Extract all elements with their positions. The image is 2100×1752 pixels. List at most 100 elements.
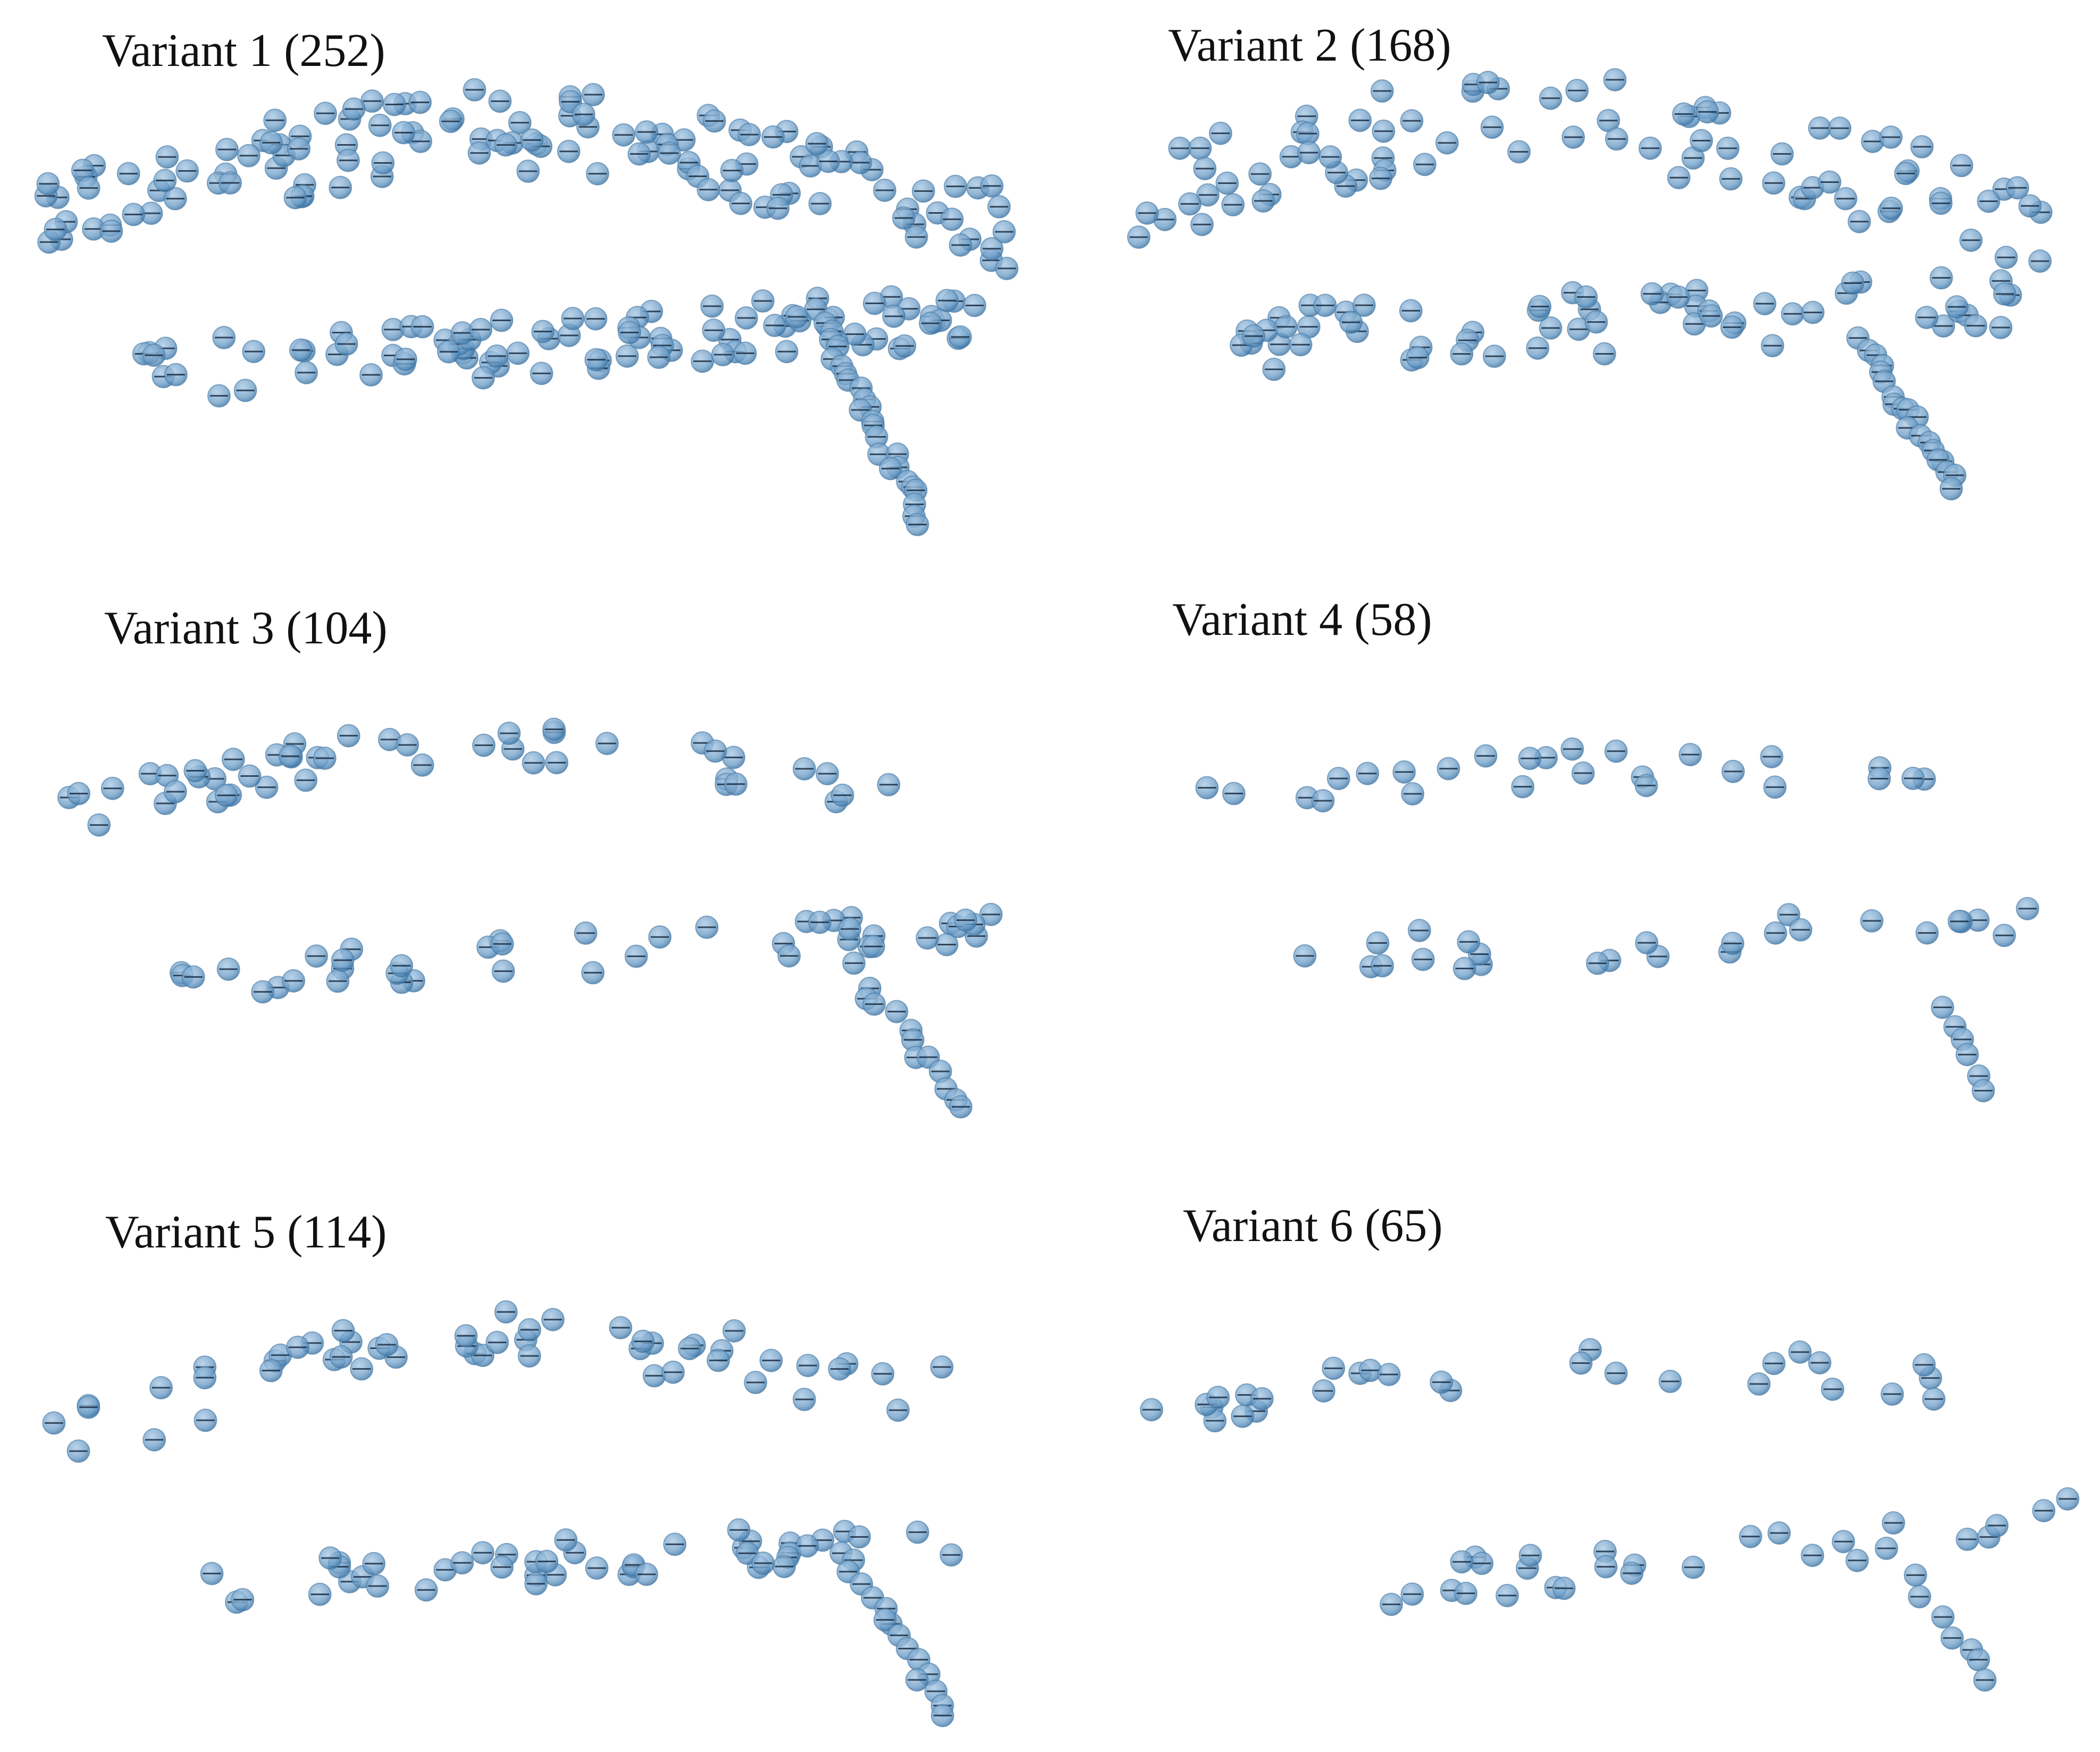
sphere-marker: [805, 132, 829, 156]
sphere-marker: [531, 320, 555, 343]
sphere-marker: [696, 178, 720, 202]
sphere-marker: [1939, 477, 1963, 501]
sphere-marker: [949, 1095, 973, 1119]
sphere-marker: [1358, 1359, 1382, 1382]
sphere-marker: [1377, 1362, 1401, 1386]
sphere-marker: [1770, 142, 1794, 166]
sphere-marker: [1352, 294, 1376, 317]
sphere-marker: [1861, 129, 1885, 153]
sphere-marker: [1901, 766, 1925, 790]
sphere-marker: [1672, 102, 1696, 126]
sphere-marker: [987, 195, 1011, 219]
sphere-marker: [1763, 775, 1787, 799]
sphere-marker: [842, 951, 866, 975]
sphere-marker: [871, 1362, 895, 1386]
sphere-marker: [711, 343, 735, 367]
sphere-marker: [469, 317, 493, 341]
sphere-marker: [1518, 747, 1542, 770]
sphere-marker: [163, 187, 187, 211]
sphere-marker: [439, 110, 463, 133]
variant-panel-3: Variant 3 (104): [0, 584, 1050, 1168]
sphere-marker: [979, 902, 1003, 926]
sphere-marker: [342, 97, 366, 121]
sphere-marker: [1552, 1577, 1576, 1600]
sphere-marker: [1430, 1370, 1454, 1394]
sphere-marker: [494, 1300, 518, 1324]
sphere-marker: [1903, 1563, 1927, 1587]
sphere-marker: [1955, 1528, 1979, 1552]
sphere-marker: [886, 1398, 910, 1422]
sphere-marker: [494, 133, 518, 157]
sphere-marker: [763, 314, 787, 338]
sphere-marker: [490, 932, 514, 956]
sphere-marker: [231, 1588, 255, 1612]
sphere-marker: [707, 1348, 730, 1372]
variant-panel-2: Variant 2 (168): [1050, 0, 2100, 584]
sphere-marker: [905, 1668, 929, 1692]
sphere-marker: [944, 174, 968, 198]
sphere-marker: [1690, 129, 1713, 153]
sphere-marker: [329, 1345, 353, 1369]
sphere-marker: [508, 111, 532, 135]
sphere-marker: [1400, 1582, 1424, 1606]
sphere-marker: [42, 1411, 66, 1435]
sphere-marker: [1318, 145, 1342, 169]
sphere-marker: [1366, 931, 1390, 955]
sphere-marker: [1561, 125, 1585, 149]
sphere-marker: [954, 908, 978, 932]
panel-title-1: Variant 1 (252): [102, 25, 385, 77]
sphere-marker: [122, 203, 146, 227]
sphere-marker: [702, 318, 726, 342]
sphere-marker: [1947, 909, 1971, 933]
sphere-marker: [463, 78, 486, 102]
sphere-marker: [843, 322, 867, 346]
sphere-marker: [396, 733, 419, 757]
sphere-marker: [722, 1319, 746, 1343]
sphere-marker: [1140, 1398, 1164, 1422]
sphere-marker: [1695, 100, 1719, 124]
sphere-marker: [436, 340, 460, 364]
sphere-marker: [1339, 311, 1363, 334]
sphere-marker: [737, 123, 761, 147]
sphere-marker: [584, 307, 608, 331]
sphere-marker: [792, 757, 816, 781]
sphere-marker: [1808, 1351, 1832, 1374]
sphere-marker: [905, 1520, 929, 1544]
sphere-marker: [584, 348, 608, 372]
sphere-marker: [1828, 116, 1852, 140]
sphere-marker: [326, 969, 350, 993]
sphere-marker: [259, 1359, 283, 1382]
sphere-marker: [1450, 342, 1474, 366]
sphere-marker: [467, 141, 491, 165]
sphere-marker: [1370, 79, 1394, 103]
sphere-marker: [838, 917, 862, 941]
sphere-marker: [1585, 951, 1609, 975]
sphere-marker: [1762, 1352, 1786, 1376]
sphere-marker: [2056, 1487, 2080, 1511]
sphere-marker: [414, 1578, 438, 1602]
sphere-marker: [67, 782, 91, 806]
sphere-marker: [1930, 995, 1954, 1019]
sphere-marker: [77, 1395, 100, 1419]
sphere-marker: [44, 217, 68, 241]
sphere-marker: [1241, 324, 1265, 348]
sphere-marker: [390, 954, 414, 978]
sphere-marker: [727, 1518, 751, 1542]
sphere-marker: [1994, 246, 2018, 270]
sphere-marker: [454, 1324, 478, 1348]
sphere-marker: [1380, 1592, 1404, 1616]
sphere-marker: [615, 344, 639, 368]
sphere-marker: [490, 308, 514, 332]
panel-title-6: Variant 6 (65): [1183, 1200, 1443, 1252]
variant-panel-4: Variant 4 (58): [1050, 584, 2100, 1168]
sphere-marker: [557, 139, 581, 163]
sphere-marker: [318, 1546, 342, 1570]
sphere-marker: [1973, 1668, 1997, 1692]
sphere-marker: [1567, 317, 1591, 341]
sphere-marker: [409, 129, 433, 153]
sphere-marker: [175, 159, 199, 183]
sphere-marker: [251, 980, 275, 1004]
sphere-marker: [879, 457, 903, 481]
sphere-marker: [847, 1525, 871, 1549]
